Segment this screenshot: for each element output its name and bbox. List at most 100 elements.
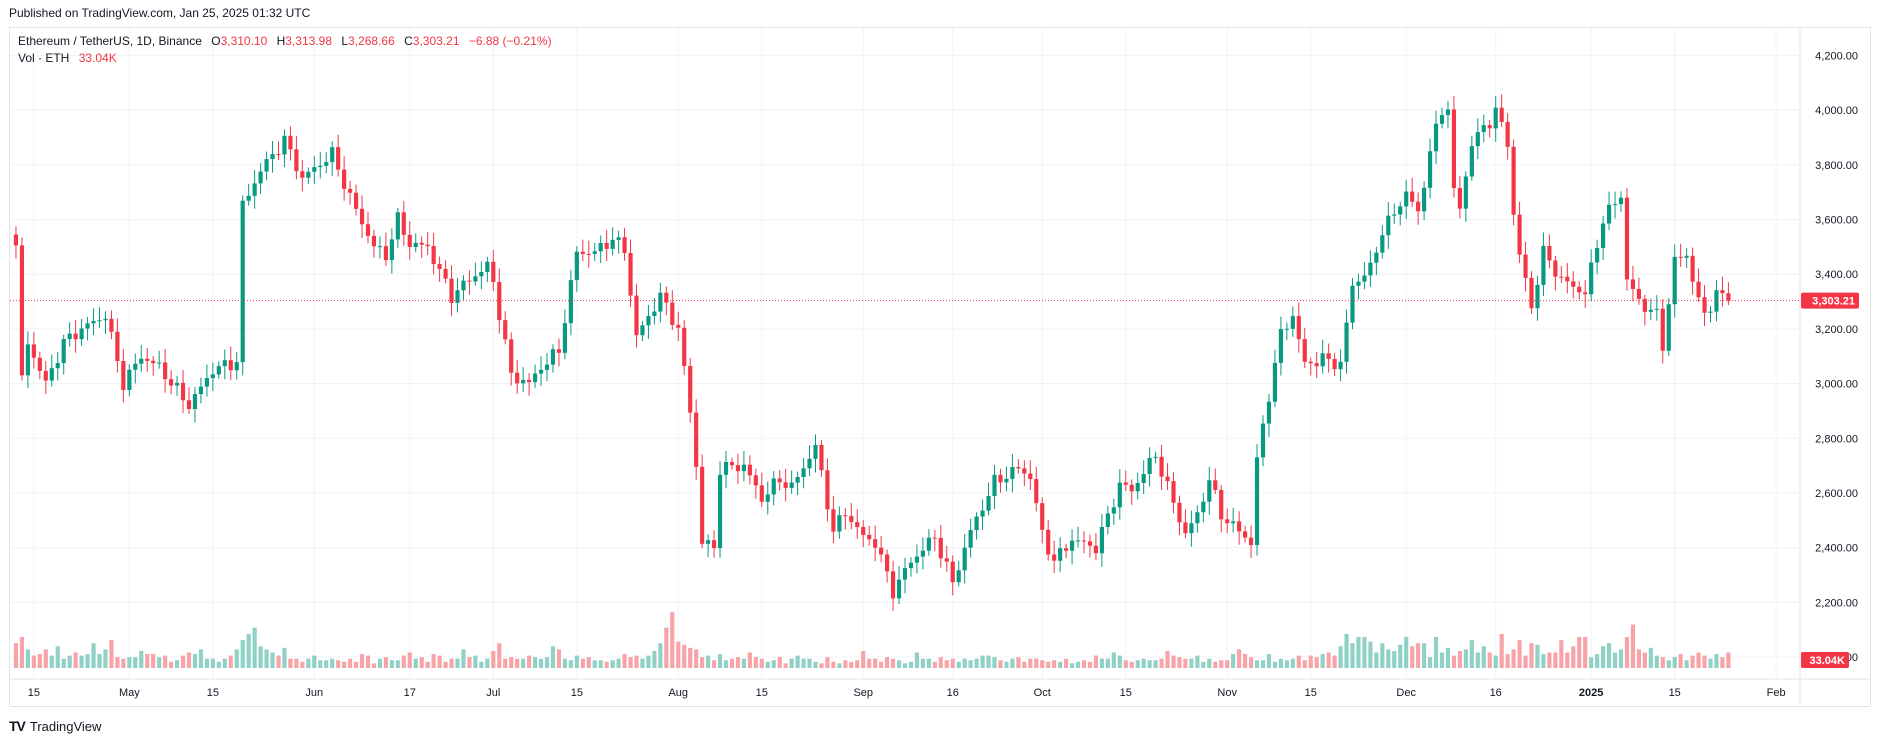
volume-bar <box>1231 654 1236 668</box>
candle-body <box>1362 275 1367 282</box>
candle-body <box>324 162 329 166</box>
volume-bar <box>616 658 621 668</box>
candle <box>1159 444 1164 491</box>
candle <box>1684 247 1689 268</box>
candle <box>825 458 830 522</box>
candle-body <box>145 358 150 361</box>
candle <box>1052 540 1057 574</box>
candle-body <box>121 361 126 391</box>
volume-bar <box>1356 637 1361 668</box>
candle-body <box>1469 146 1474 177</box>
y-tick-label: 2,600.00 <box>1815 488 1858 500</box>
ohlc-legend-row: Ethereum / TetherUS, 1D, Binance O3,310.… <box>18 33 552 50</box>
candle-body <box>49 368 54 381</box>
candle <box>1571 271 1576 299</box>
volume-bar <box>682 644 687 668</box>
volume-bar <box>353 661 359 668</box>
candle-body <box>1511 146 1516 215</box>
candle-body <box>855 522 860 528</box>
candle-body <box>1087 541 1093 546</box>
volume-bar <box>1171 655 1176 668</box>
candle-body <box>31 344 36 358</box>
candle-body <box>873 539 878 548</box>
x-tick-label: Jul <box>486 687 500 699</box>
volume-bar <box>849 661 854 668</box>
candle <box>1422 181 1427 221</box>
volume-bar <box>968 660 973 668</box>
candle <box>831 495 836 544</box>
candle-body <box>1314 363 1319 367</box>
candle-body <box>1344 322 1349 362</box>
volume-bar <box>729 658 735 668</box>
candle-body <box>192 394 198 410</box>
volume-bar <box>628 657 633 668</box>
candle <box>795 471 800 496</box>
volume-bar <box>1577 637 1582 668</box>
candle-body <box>1606 204 1612 224</box>
candle <box>556 338 562 367</box>
volume-bar <box>735 657 741 668</box>
candle <box>1654 295 1659 321</box>
volume-bar <box>1141 658 1146 668</box>
candle <box>521 367 526 392</box>
candle-body <box>562 323 567 353</box>
candle <box>1254 444 1260 556</box>
candle <box>180 370 186 414</box>
candle <box>246 183 251 206</box>
candle-body <box>1553 260 1558 277</box>
candle-body <box>544 364 550 370</box>
volume-bar <box>544 657 550 668</box>
candle <box>682 319 687 376</box>
candle <box>43 361 48 395</box>
candle-body <box>1040 503 1045 530</box>
volume-bar <box>145 654 150 668</box>
candle <box>1302 327 1307 369</box>
candle <box>1624 188 1630 291</box>
candle <box>1231 507 1236 533</box>
volume-bar <box>562 658 567 668</box>
candle <box>419 236 424 259</box>
candle <box>1064 543 1069 559</box>
volume-bar <box>97 654 102 668</box>
candle <box>938 524 943 568</box>
candle <box>348 180 353 205</box>
candle-body <box>169 379 174 386</box>
volume-bar <box>676 641 681 668</box>
volume-bar <box>890 658 896 668</box>
candle-body <box>1081 540 1087 542</box>
candle <box>1726 282 1731 306</box>
volume-bar <box>670 612 675 668</box>
volume-bar <box>342 661 347 668</box>
candle <box>1284 322 1289 341</box>
candle-body <box>1475 132 1480 147</box>
candle <box>1028 460 1033 490</box>
candle <box>228 346 233 381</box>
volume-bar <box>437 655 442 668</box>
volume-bar <box>1081 660 1087 668</box>
candle <box>1320 339 1325 374</box>
candle-body <box>270 154 275 160</box>
volume-bar <box>515 658 520 668</box>
candle <box>1213 468 1218 495</box>
volume-bar <box>1034 658 1039 668</box>
candle <box>1553 255 1558 291</box>
candle-body <box>807 458 812 469</box>
candle-body <box>425 244 430 247</box>
volume-bar <box>163 655 168 668</box>
candle <box>550 344 556 373</box>
candle-body <box>1630 279 1636 289</box>
candle-body <box>717 474 723 549</box>
volume-bar <box>813 661 818 668</box>
candlestick-chart[interactable]: 4,200.00 4,000.00 3,800.00 3,600.00 3,400.00… <box>10 28 1870 706</box>
y-tick-label: 3,800.00 <box>1815 160 1858 172</box>
candle <box>1505 113 1510 160</box>
volume-bar <box>174 660 180 668</box>
candle <box>371 229 377 258</box>
candle-body <box>646 315 651 326</box>
candle-body <box>485 261 490 273</box>
y-tick-label: 3,200.00 <box>1815 324 1858 336</box>
volume-bar <box>1308 655 1313 668</box>
candle-body <box>1123 482 1128 485</box>
volume-bar <box>1517 640 1522 668</box>
x-tick-label: Jun <box>305 687 323 699</box>
